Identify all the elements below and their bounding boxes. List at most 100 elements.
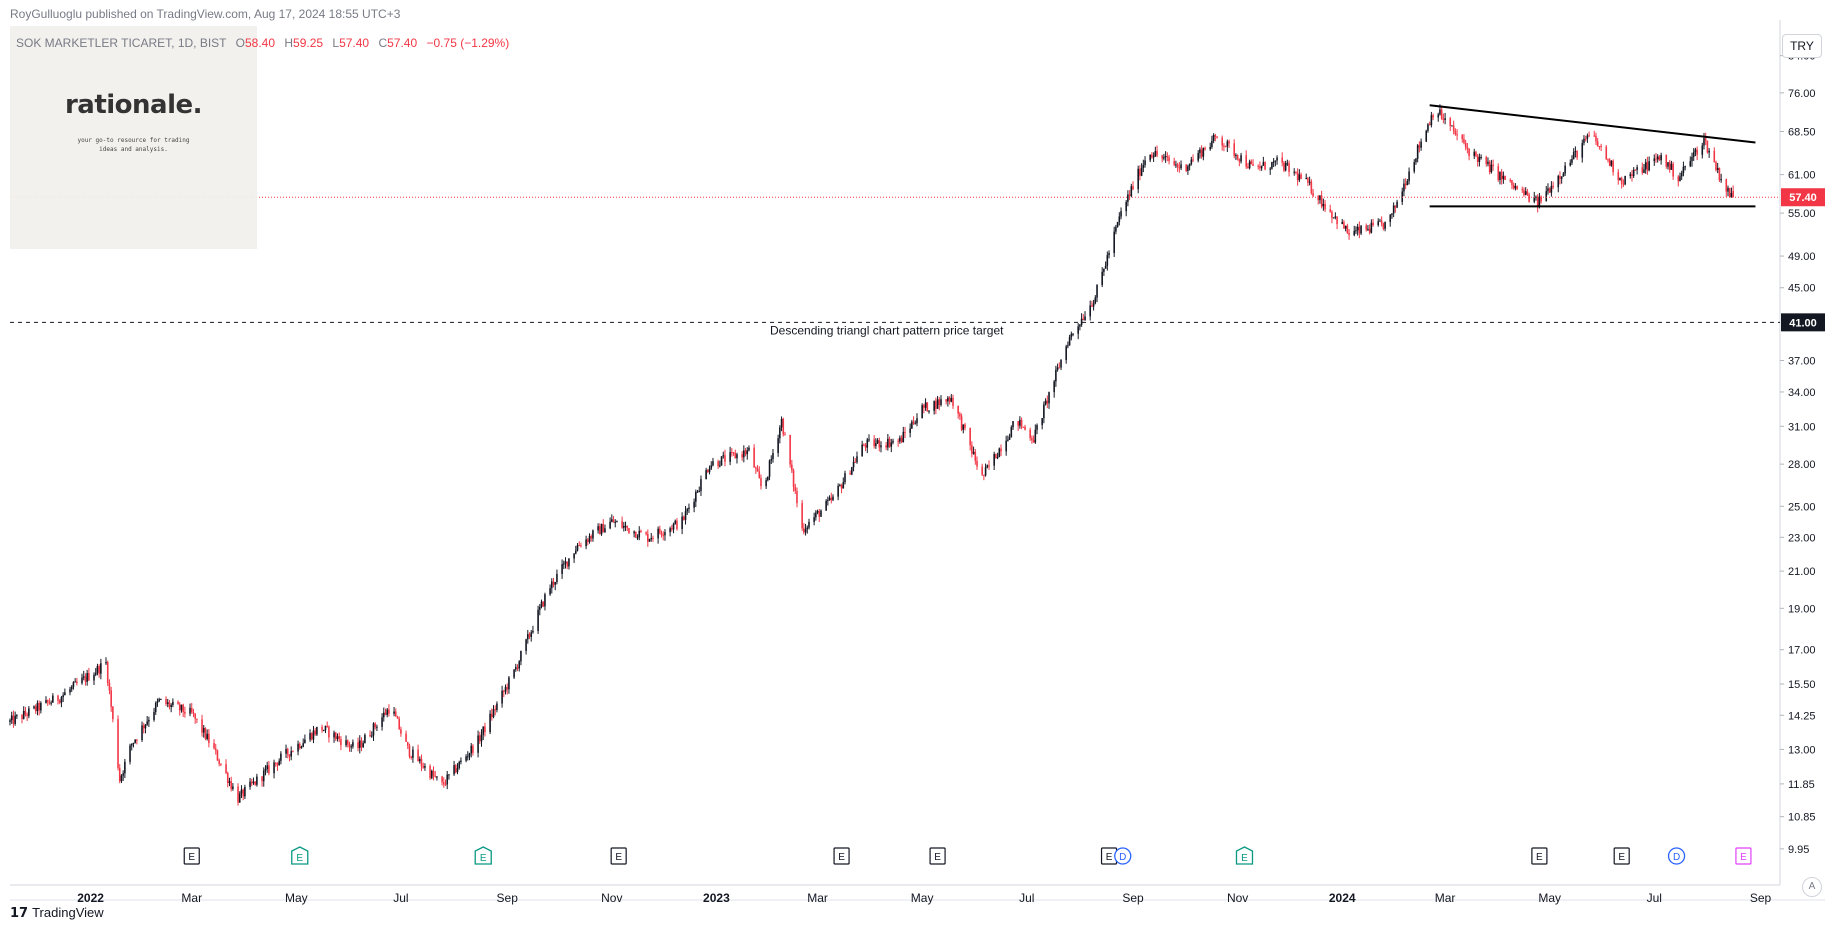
candle-body	[1557, 175, 1560, 188]
candle-body	[1696, 149, 1698, 155]
candle-body	[466, 756, 469, 758]
candle-body	[202, 727, 205, 733]
candle-body	[1704, 138, 1707, 141]
time-tick-label: Sep	[1122, 891, 1144, 905]
dividend-icon[interactable]	[1667, 847, 1686, 865]
candle-body	[888, 438, 891, 447]
earnings-icon[interactable]	[1613, 847, 1630, 865]
candle-body	[1524, 191, 1527, 195]
split-icon[interactable]	[1235, 846, 1254, 865]
split-icon-letter: E	[296, 853, 303, 864]
candle-body	[1228, 141, 1230, 144]
candle-body	[1728, 187, 1731, 198]
candle-body	[1428, 124, 1431, 126]
candle-body	[746, 450, 749, 455]
candle-body	[1480, 156, 1482, 158]
candle-body	[1584, 138, 1587, 140]
candle-body	[441, 776, 443, 783]
candle-body	[93, 674, 95, 681]
candle-body	[1416, 145, 1419, 159]
candle-body	[1046, 400, 1049, 404]
currency-button[interactable]: TRY	[1782, 34, 1822, 58]
candle-body	[1032, 440, 1035, 443]
candle-body	[1572, 152, 1575, 159]
candle-body	[664, 532, 666, 536]
candle-body	[1060, 359, 1062, 368]
earnings-icon[interactable]	[183, 847, 200, 865]
candle-body	[1425, 130, 1428, 142]
candle-body	[1221, 137, 1223, 146]
candle-body	[278, 760, 280, 766]
candle-body	[158, 699, 160, 702]
candle-body	[1308, 181, 1311, 183]
candle-body	[1332, 217, 1335, 219]
candle-body	[477, 735, 479, 753]
candle-body	[1622, 183, 1625, 185]
earnings-icon[interactable]	[1531, 847, 1548, 865]
candle-body	[700, 479, 702, 491]
price-tick-label: 13.00	[1788, 744, 1816, 756]
triangle-resistance-line[interactable]	[1429, 104, 1756, 144]
auto-scale-button[interactable]: A	[1802, 877, 1822, 897]
time-tick-label: May	[1538, 891, 1561, 905]
candle-body	[1139, 168, 1141, 176]
candle-body	[130, 743, 133, 746]
candle-body	[724, 455, 726, 462]
candle-body	[1142, 164, 1145, 168]
candle-body	[1286, 163, 1289, 165]
candle-body	[1137, 168, 1139, 190]
watermark-logo: rationale. your go-to resource for tradi…	[10, 26, 257, 249]
candle-body	[1209, 146, 1211, 150]
candle-body	[636, 537, 639, 539]
split-icon[interactable]	[474, 846, 492, 865]
earnings-icon-letter: E	[1740, 852, 1747, 863]
candle-body	[981, 466, 983, 475]
candle-body	[784, 434, 786, 436]
candle-body	[1008, 437, 1011, 440]
split-icon[interactable]	[291, 846, 309, 865]
candle-body	[478, 735, 481, 742]
candle-body	[996, 457, 999, 459]
dividend-icon[interactable]	[1114, 847, 1132, 865]
candle-body	[60, 697, 63, 703]
candle-body	[1442, 118, 1445, 120]
time-tick-label: 2022	[77, 891, 104, 905]
close-label: C	[378, 36, 388, 50]
candle-body	[142, 725, 145, 729]
candle-body	[190, 707, 193, 713]
candle-body	[446, 774, 449, 785]
candle-body	[792, 470, 795, 487]
earnings-icon[interactable]	[1735, 847, 1752, 865]
price-tick-label: 31.00	[1788, 421, 1816, 433]
candle-body	[1274, 160, 1277, 162]
candle-body	[1547, 188, 1549, 192]
candle-body	[851, 467, 853, 475]
split-icon-letter: E	[480, 853, 487, 864]
candle-body	[1103, 268, 1105, 272]
candle-body	[1629, 174, 1632, 176]
time-tick-label: 2023	[703, 891, 730, 905]
candle-body	[830, 497, 833, 501]
candle-body	[1322, 203, 1325, 207]
candle-body	[995, 453, 997, 459]
price-tick-label: 21.00	[1788, 566, 1816, 578]
candle-body	[638, 530, 641, 538]
candle-body	[1164, 156, 1167, 158]
candle-body	[1461, 135, 1464, 139]
candle-body	[552, 581, 555, 585]
candle-body	[1432, 115, 1434, 118]
candle-body	[420, 758, 423, 767]
candle-body	[1502, 175, 1505, 180]
candle-body	[1358, 226, 1361, 234]
candle-body	[789, 434, 791, 465]
earnings-icon[interactable]	[929, 847, 946, 865]
candle-body	[1271, 162, 1273, 169]
earnings-icon[interactable]	[610, 847, 627, 865]
candle-body	[94, 672, 97, 675]
candle-body	[38, 702, 40, 711]
earnings-icon[interactable]	[833, 847, 850, 865]
candle-body	[1598, 146, 1601, 148]
candle-body	[394, 711, 397, 717]
candle-body	[252, 781, 255, 784]
